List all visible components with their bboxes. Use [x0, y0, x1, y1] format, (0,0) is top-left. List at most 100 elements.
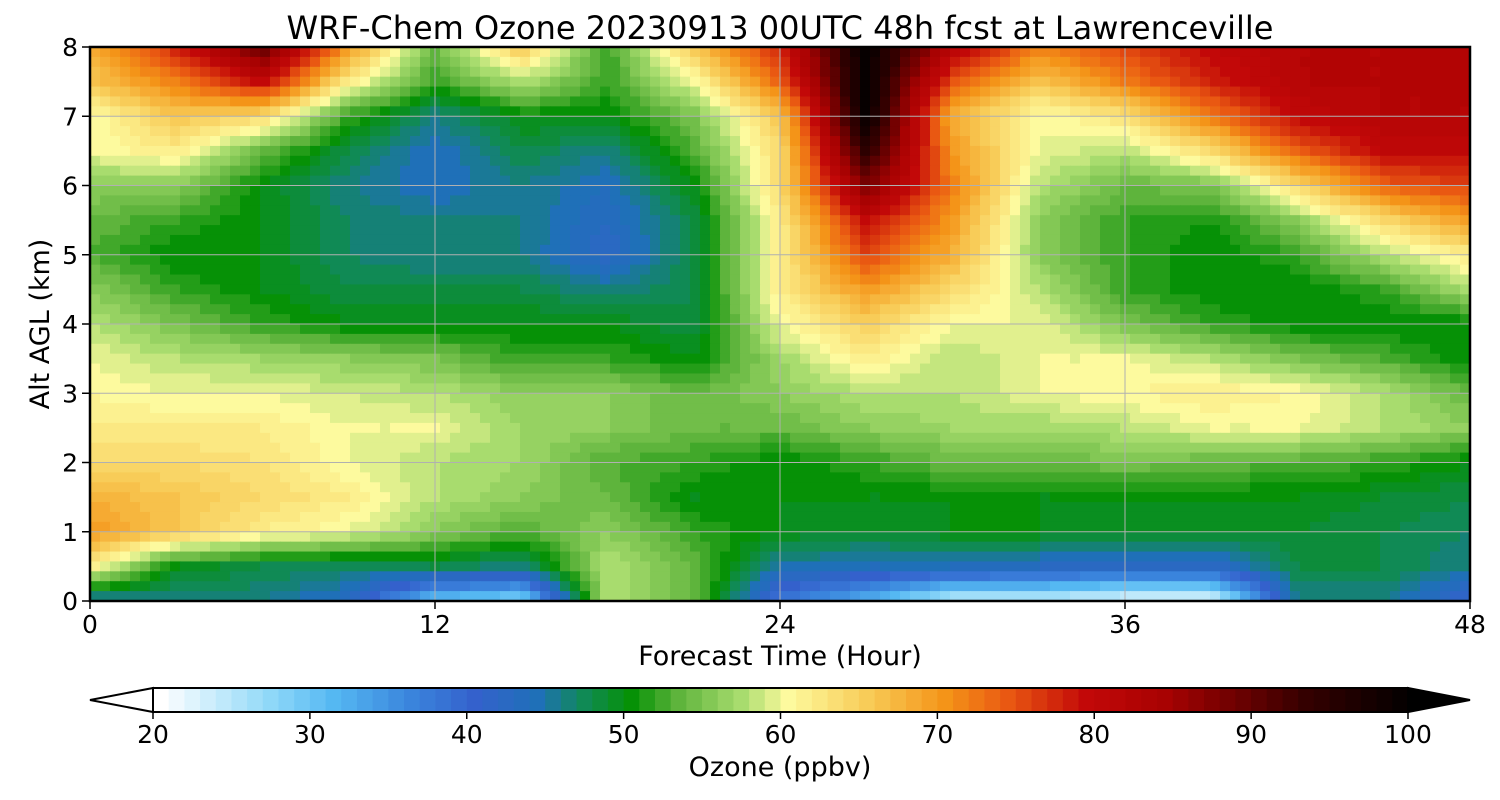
heatmap-cell	[1350, 86, 1361, 98]
heatmap-cell	[1350, 126, 1361, 137]
heatmap-cell	[880, 106, 891, 117]
heatmap-cell	[710, 343, 721, 355]
heatmap-cell	[350, 324, 361, 335]
heatmap-cell	[490, 383, 501, 394]
heatmap-cell	[400, 304, 411, 315]
heatmap-cell	[1320, 264, 1331, 276]
heatmap-cell	[1030, 215, 1041, 226]
heatmap-cell	[730, 116, 741, 127]
heatmap-cell	[320, 363, 331, 375]
heatmap-cell	[290, 284, 301, 295]
heatmap-cell	[840, 96, 851, 107]
heatmap-cell	[960, 264, 971, 276]
heatmap-cell	[290, 304, 301, 315]
heatmap-cell	[350, 116, 361, 127]
heatmap-cell	[130, 314, 141, 325]
heatmap-cell	[870, 244, 881, 256]
heatmap-cell	[980, 234, 991, 246]
heatmap-cell	[1160, 165, 1171, 177]
heatmap-cell	[860, 126, 871, 137]
heatmap-cell	[810, 76, 821, 88]
heatmap-cell	[270, 343, 281, 355]
heatmap-cell	[340, 294, 351, 305]
heatmap-cell	[550, 66, 561, 78]
heatmap-cell	[1450, 86, 1461, 98]
heatmap-cell	[590, 284, 601, 295]
heatmap-cell	[260, 353, 271, 365]
heatmap-cell	[1330, 333, 1341, 345]
heatmap-cell	[920, 373, 931, 384]
heatmap-cell	[370, 136, 381, 147]
heatmap-cell	[760, 324, 771, 335]
heatmap-cell	[710, 324, 721, 335]
heatmap-cell	[1060, 86, 1071, 98]
heatmap-cell	[580, 274, 591, 286]
heatmap-cell	[1370, 254, 1381, 266]
heatmap-cell	[490, 393, 501, 404]
heatmap-cell	[510, 116, 521, 127]
heatmap-cell	[1460, 274, 1470, 286]
heatmap-cell	[1330, 234, 1341, 246]
heatmap-cell	[780, 47, 791, 58]
heatmap-cell	[490, 205, 501, 216]
heatmap-cell	[1380, 86, 1391, 98]
heatmap-cell	[280, 76, 291, 88]
heatmap-cell	[480, 175, 491, 187]
heatmap-cell	[1150, 363, 1161, 375]
heatmap-cell	[330, 234, 341, 246]
heatmap-cell	[1000, 234, 1011, 246]
heatmap-cell	[170, 324, 181, 335]
heatmap-cell	[380, 234, 391, 246]
heatmap-cell	[870, 56, 881, 68]
heatmap-cell	[1450, 234, 1461, 246]
heatmap-cell	[110, 116, 121, 127]
heatmap-cell	[1360, 244, 1371, 256]
heatmap-cell	[190, 185, 201, 196]
heatmap-cell	[600, 136, 611, 147]
heatmap-cell	[1300, 175, 1311, 187]
heatmap-cell	[650, 254, 661, 266]
heatmap-cell	[100, 205, 111, 216]
heatmap-cell	[1080, 195, 1091, 206]
heatmap-cell	[110, 185, 121, 196]
heatmap-cell	[1250, 304, 1261, 315]
heatmap-cell	[860, 86, 871, 98]
heatmap-cell	[330, 284, 341, 295]
heatmap-cell	[350, 86, 361, 98]
heatmap-cell	[420, 126, 431, 137]
heatmap-cell	[1250, 165, 1261, 177]
heatmap-cell	[520, 56, 531, 68]
heatmap-cell	[330, 145, 341, 157]
heatmap-cell	[1400, 66, 1411, 78]
heatmap-cell	[760, 294, 771, 305]
heatmap-cell	[1200, 86, 1211, 98]
heatmap-cell	[250, 264, 261, 276]
heatmap-cell	[450, 126, 461, 137]
heatmap-cell	[90, 225, 101, 236]
heatmap-cell	[780, 314, 791, 325]
heatmap-cell	[810, 47, 821, 58]
heatmap-cell	[840, 106, 851, 117]
heatmap-cell	[770, 165, 781, 177]
heatmap-cell	[360, 136, 371, 147]
heatmap-cell	[380, 304, 391, 315]
heatmap-cell	[450, 225, 461, 236]
heatmap-cell	[510, 126, 521, 137]
heatmap-cell	[940, 116, 951, 127]
heatmap-cell	[450, 66, 461, 78]
heatmap-cell	[1220, 274, 1231, 286]
heatmap-cell	[1330, 155, 1341, 167]
heatmap-cell	[620, 294, 631, 305]
heatmap-cell	[360, 96, 371, 107]
heatmap-cell	[170, 225, 181, 236]
heatmap-cell	[490, 106, 501, 117]
heatmap-cell	[520, 126, 531, 137]
heatmap-cell	[680, 126, 691, 137]
heatmap-cell	[250, 403, 261, 414]
heatmap-cell	[750, 343, 761, 355]
heatmap-cell	[1090, 274, 1101, 286]
heatmap-cell	[890, 195, 901, 206]
heatmap-cell	[290, 195, 301, 206]
heatmap-cell	[900, 56, 911, 68]
heatmap-cell	[210, 165, 221, 177]
